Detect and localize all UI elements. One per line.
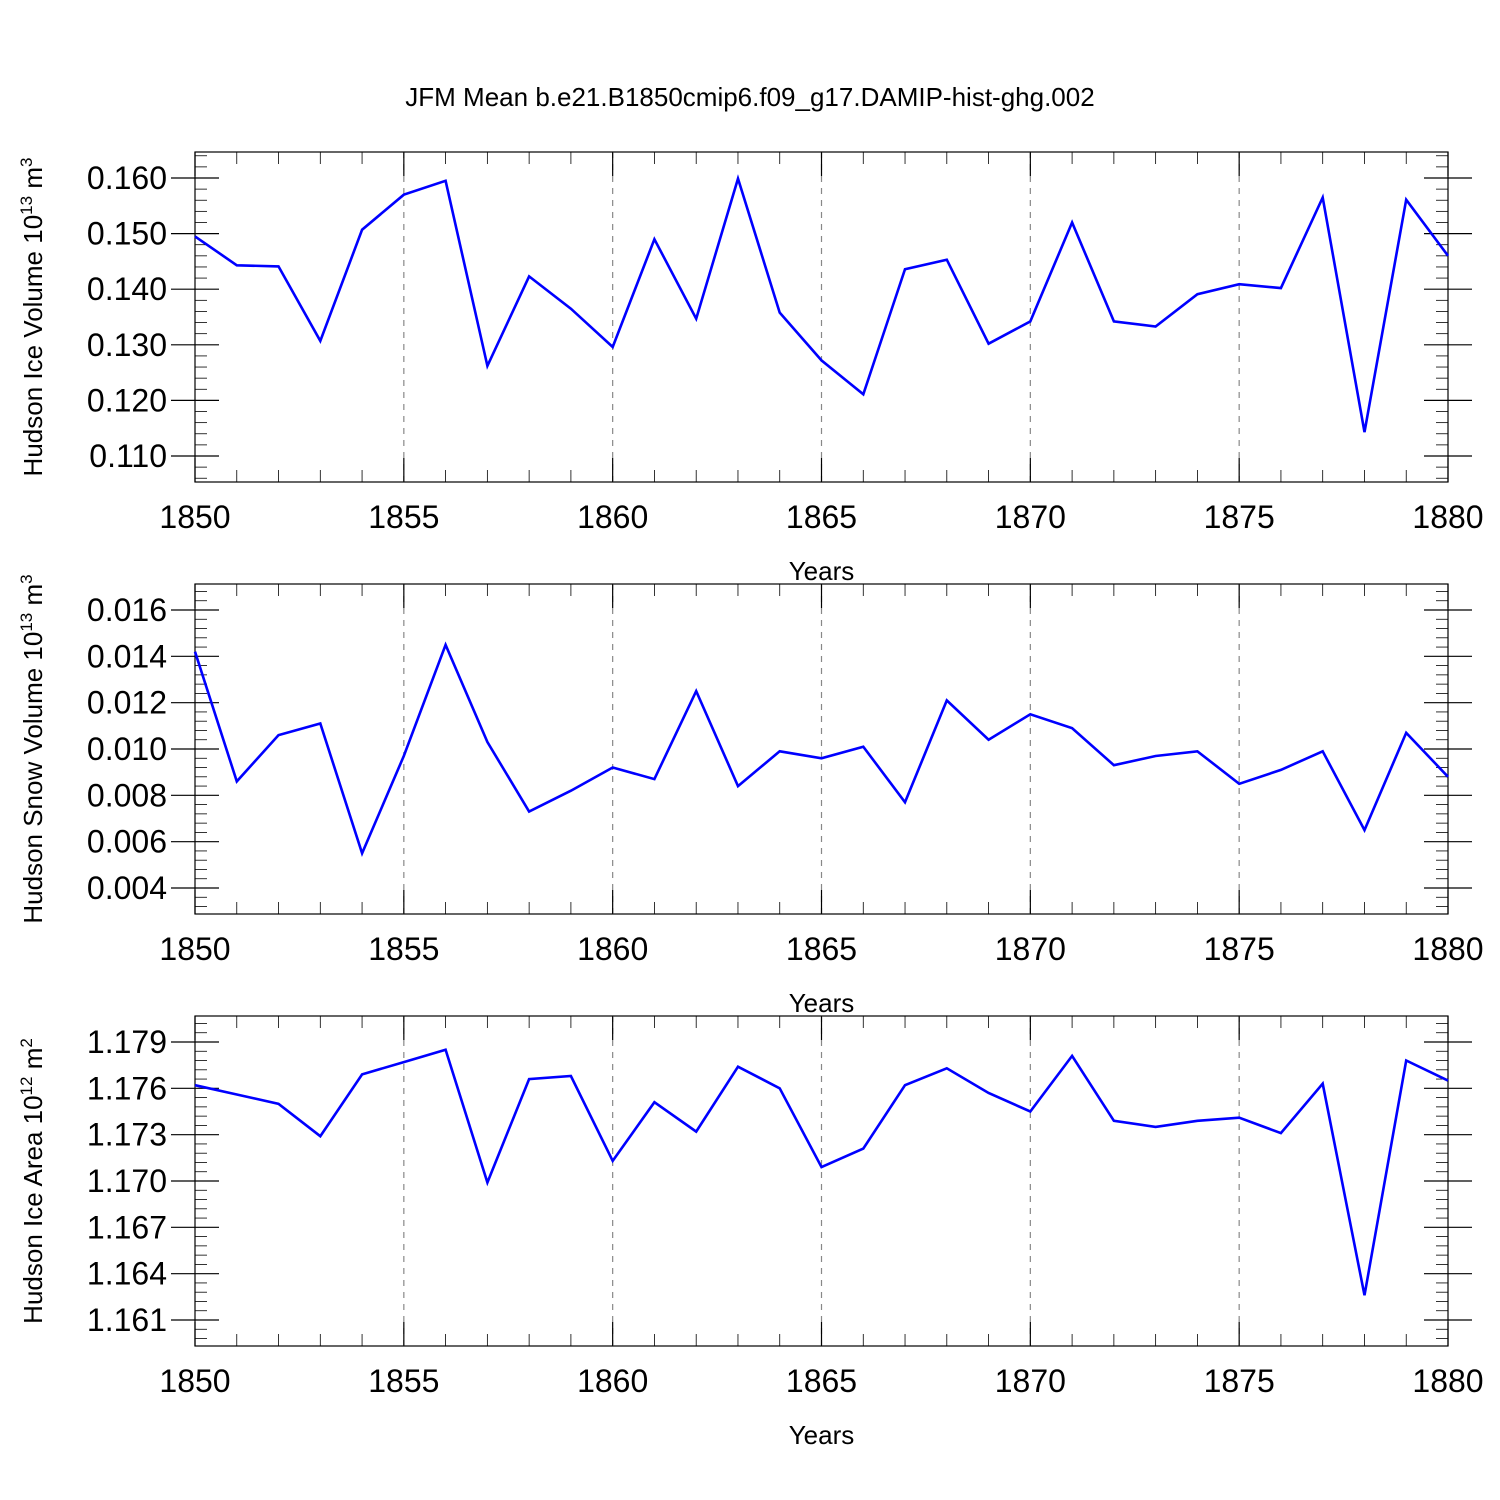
y-axis-title-exponent: 13 — [17, 613, 36, 632]
series-line — [194, 1048, 1449, 1296]
x-tick-label: 1870 — [995, 1363, 1066, 1399]
panels: 1850 1855 1860 1865 1870 1875 1880 0.110 0.120 0.… — [17, 151, 1484, 1450]
x-tick-label: 1875 — [1204, 499, 1275, 535]
y-tick-label: 1.167 — [87, 1209, 167, 1245]
y-tick-label: 1.170 — [87, 1163, 167, 1199]
x-tick-label: 1850 — [159, 931, 230, 967]
series-line — [194, 174, 1450, 433]
x-tick-label: 1855 — [368, 499, 439, 535]
y-tick-label: 0.120 — [87, 382, 167, 418]
y-tick-label: 1.164 — [87, 1256, 167, 1292]
y-tick-label: 0.012 — [87, 685, 167, 721]
y-tick-label: 0.016 — [87, 592, 167, 628]
y-tick-label: 0.130 — [87, 327, 167, 363]
y-tick-label: 0.110 — [89, 438, 167, 474]
x-tick-label: 1855 — [368, 1363, 439, 1399]
x-tick-label: 1860 — [577, 1363, 648, 1399]
y-axis-title-unit: m — [18, 584, 48, 613]
y-axis-title: Hudson Snow Volume 1013 m3 — [17, 574, 48, 923]
x-tick-label: 1870 — [995, 499, 1066, 535]
x-tick-label: 1860 — [577, 499, 648, 535]
y-tick-label: 1.161 — [87, 1302, 167, 1338]
x-tick-label: 1875 — [1204, 1363, 1275, 1399]
x-tick-label: 1850 — [159, 1363, 230, 1399]
x-tick-label: 1855 — [368, 931, 439, 967]
x-tick-label: 1880 — [1412, 931, 1483, 967]
x-axis-title: Years — [789, 556, 855, 586]
y-axis-title-unit-exponent: 2 — [17, 1038, 36, 1047]
x-tick-label: 1865 — [786, 499, 857, 535]
y-tick-label: 0.008 — [87, 777, 167, 813]
series-line — [193, 641, 1449, 858]
x-tick-label: 1865 — [786, 931, 857, 967]
x-tick-label: 1850 — [159, 499, 230, 535]
y-tick-label: 1.176 — [87, 1070, 167, 1106]
x-tick-label: 1880 — [1412, 499, 1483, 535]
y-tick-label: 0.140 — [87, 271, 167, 307]
x-tick-label: 1860 — [577, 931, 648, 967]
y-axis-title: Hudson Ice Area 1012 m2 — [17, 1038, 48, 1324]
y-axis-title: Hudson Ice Volume 1013 m3 — [17, 158, 48, 477]
y-axis-title-unit-exponent: 3 — [17, 574, 36, 583]
y-axis-title-unit: m — [18, 1048, 48, 1077]
y-axis-title-text: Hudson Ice Volume 10 — [18, 215, 48, 477]
figure-title: JFM Mean b.e21.B1850cmip6.f09_g17.DAMIP-… — [405, 82, 1094, 112]
x-axis-title: Years — [789, 1420, 855, 1450]
x-tick-label: 1865 — [786, 1363, 857, 1399]
y-tick-label: 1.173 — [87, 1117, 167, 1153]
y-tick-label: 0.006 — [87, 824, 167, 860]
y-tick-label: 0.010 — [87, 731, 167, 767]
y-tick-label: 0.160 — [87, 160, 167, 196]
y-axis-title-exponent: 13 — [17, 196, 36, 215]
y-tick-label: 0.004 — [87, 870, 167, 906]
x-tick-label: 1880 — [1412, 1363, 1483, 1399]
y-axis-title-text: Hudson Snow Volume 10 — [18, 632, 48, 924]
chart-panel-3: 1850 1855 1860 1865 1870 1875 1880 1.161 1.164 1.… — [17, 1015, 1484, 1450]
chart-panel-2: 1850 1855 1860 1865 1870 1875 1880 0.004 0.006 0.… — [17, 574, 1484, 1018]
y-tick-label: 0.014 — [87, 638, 167, 674]
y-tick-label: 0.150 — [87, 216, 167, 252]
y-axis-title-text: Hudson Ice Area 10 — [18, 1095, 48, 1323]
x-axis-title: Years — [789, 988, 855, 1018]
chart-panel-1: 1850 1855 1860 1865 1870 1875 1880 0.110 0.120 0.… — [17, 151, 1484, 586]
y-axis-title-unit-exponent: 3 — [17, 158, 36, 167]
y-axis-title-exponent: 12 — [17, 1077, 36, 1096]
x-tick-label: 1875 — [1204, 931, 1275, 967]
y-axis-title-unit: m — [18, 167, 48, 196]
x-tick-label: 1870 — [995, 931, 1066, 967]
y-tick-label: 1.179 — [87, 1024, 167, 1060]
